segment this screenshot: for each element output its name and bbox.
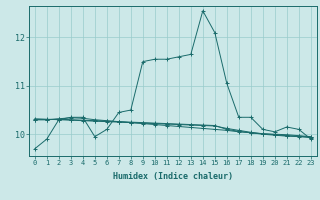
X-axis label: Humidex (Indice chaleur): Humidex (Indice chaleur): [113, 172, 233, 181]
